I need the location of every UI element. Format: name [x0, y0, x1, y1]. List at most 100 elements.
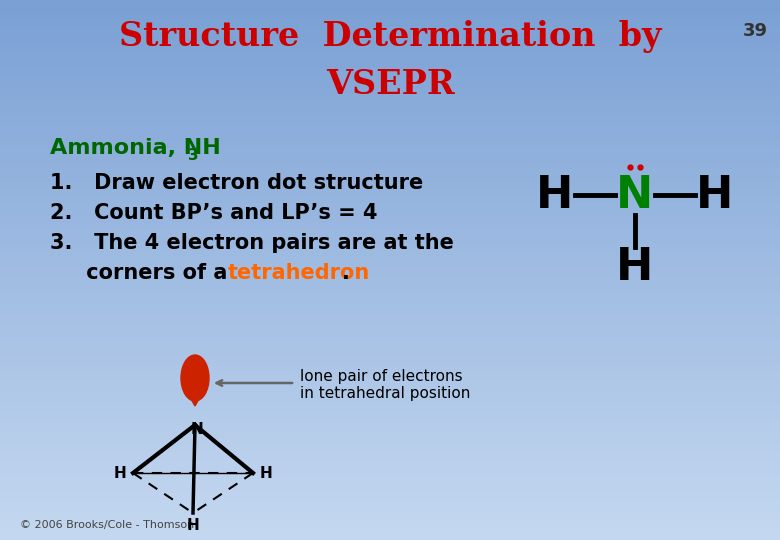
- Ellipse shape: [181, 355, 209, 401]
- Bar: [0, 345, 780, 352]
- Bar: [0, 237, 780, 244]
- Bar: [0, 148, 780, 156]
- Text: 3.   The 4 electron pairs are at the: 3. The 4 electron pairs are at the: [50, 233, 454, 253]
- Bar: [0, 14, 780, 21]
- Text: © 2006 Brooks/Cole - Thomson: © 2006 Brooks/Cole - Thomson: [20, 520, 194, 530]
- Bar: [0, 122, 780, 129]
- Text: H: H: [697, 173, 734, 217]
- Bar: [0, 256, 780, 264]
- Bar: [0, 60, 780, 69]
- Bar: [0, 249, 780, 258]
- Bar: [0, 87, 780, 96]
- Bar: [0, 526, 780, 534]
- Bar: [0, 209, 780, 217]
- Bar: [0, 284, 780, 291]
- Text: N: N: [616, 173, 654, 217]
- Bar: [0, 162, 780, 170]
- Bar: [0, 372, 780, 379]
- Text: 2.   Count BP’s and LP’s = 4: 2. Count BP’s and LP’s = 4: [50, 203, 378, 223]
- Text: tetrahedron: tetrahedron: [228, 263, 370, 283]
- Bar: [0, 230, 780, 237]
- Bar: [0, 156, 780, 163]
- Bar: [0, 94, 780, 102]
- Bar: [0, 0, 780, 8]
- Bar: [0, 40, 780, 48]
- Bar: [0, 426, 780, 433]
- Bar: [0, 303, 780, 312]
- Bar: [0, 405, 780, 413]
- Text: .: .: [342, 263, 350, 283]
- Bar: [0, 276, 780, 285]
- Text: H: H: [114, 465, 126, 481]
- Bar: [0, 20, 780, 28]
- Bar: [0, 432, 780, 440]
- Bar: [0, 438, 780, 447]
- Bar: [0, 364, 780, 372]
- Bar: [0, 378, 780, 386]
- Bar: [0, 459, 780, 467]
- Bar: [0, 453, 780, 460]
- Bar: [0, 534, 780, 540]
- Bar: [0, 465, 780, 474]
- Bar: [0, 115, 780, 123]
- Text: 1.   Draw electron dot structure: 1. Draw electron dot structure: [50, 173, 424, 193]
- Text: N: N: [190, 422, 204, 436]
- Text: VSEPR: VSEPR: [325, 68, 455, 101]
- Bar: [0, 351, 780, 359]
- Bar: [0, 6, 780, 15]
- Bar: [0, 291, 780, 298]
- Text: lone pair of electrons
in tetrahedral position: lone pair of electrons in tetrahedral po…: [300, 369, 470, 401]
- Bar: [0, 392, 780, 399]
- Text: H: H: [537, 173, 573, 217]
- Bar: [0, 128, 780, 136]
- Bar: [0, 102, 780, 109]
- Bar: [0, 168, 780, 177]
- Bar: [0, 141, 780, 150]
- Bar: [0, 54, 780, 62]
- Bar: [0, 47, 780, 55]
- Bar: [0, 189, 780, 197]
- Bar: [0, 472, 780, 480]
- Bar: [0, 263, 780, 271]
- Bar: [0, 222, 780, 231]
- Bar: [0, 108, 780, 116]
- Bar: [0, 507, 780, 514]
- Bar: [0, 324, 780, 332]
- Bar: [0, 519, 780, 528]
- Bar: [0, 330, 780, 339]
- Bar: [0, 183, 780, 190]
- Text: corners of a: corners of a: [50, 263, 235, 283]
- Bar: [0, 492, 780, 501]
- Bar: [0, 81, 780, 89]
- Bar: [0, 297, 780, 305]
- Bar: [0, 74, 780, 82]
- Bar: [0, 480, 780, 487]
- Bar: [0, 384, 780, 393]
- Bar: [0, 27, 780, 35]
- Bar: [0, 310, 780, 318]
- Bar: [0, 176, 780, 183]
- Bar: [0, 270, 780, 278]
- Text: Ammonia, NH: Ammonia, NH: [50, 138, 221, 158]
- Text: 3: 3: [188, 148, 199, 163]
- Bar: [0, 357, 780, 366]
- Bar: [0, 486, 780, 494]
- Text: H: H: [260, 465, 272, 481]
- Bar: [0, 338, 780, 345]
- Bar: [0, 418, 780, 426]
- Text: H: H: [616, 246, 654, 288]
- Bar: [0, 195, 780, 204]
- Bar: [0, 216, 780, 224]
- Bar: [0, 68, 780, 75]
- Polygon shape: [185, 388, 205, 406]
- Bar: [0, 411, 780, 420]
- Bar: [0, 399, 780, 406]
- Bar: [0, 243, 780, 251]
- Bar: [0, 202, 780, 210]
- Bar: [0, 135, 780, 143]
- Text: 39: 39: [743, 22, 768, 40]
- Text: Structure  Determination  by: Structure Determination by: [119, 20, 661, 53]
- Bar: [0, 513, 780, 521]
- Bar: [0, 33, 780, 42]
- Bar: [0, 500, 780, 507]
